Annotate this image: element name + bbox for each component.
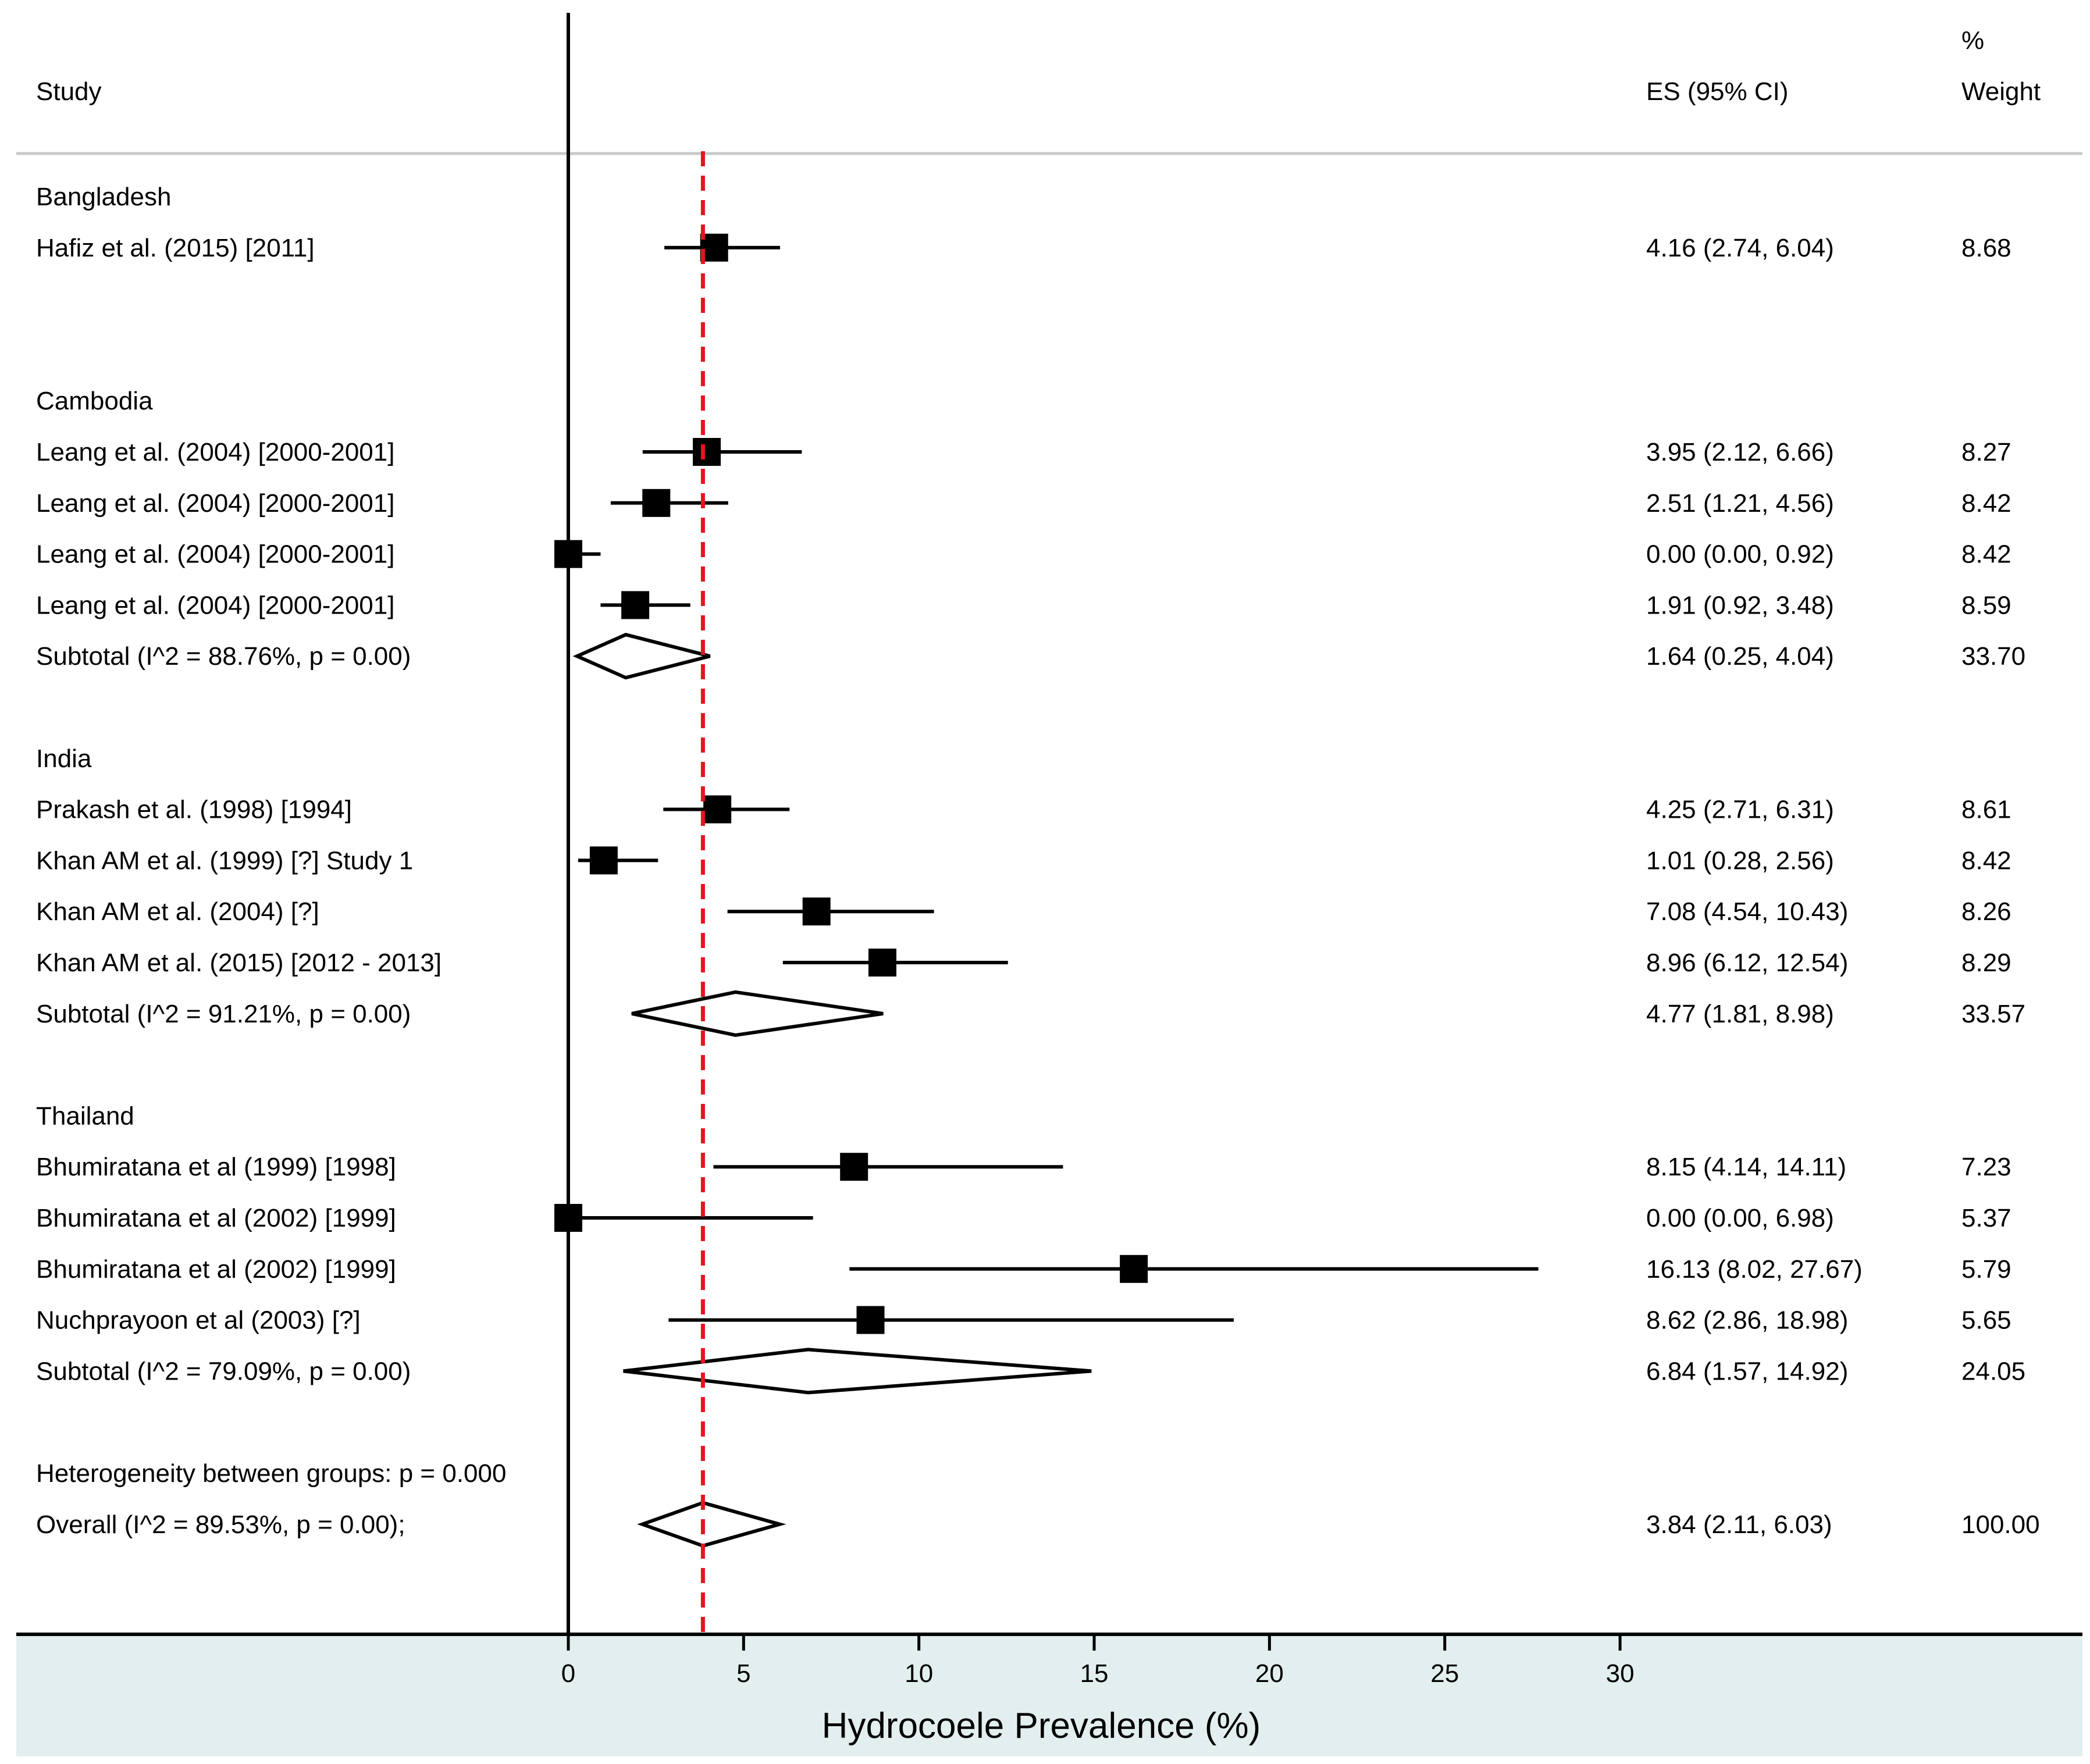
axis-band — [16, 1634, 2082, 1756]
weight-value: 8.42 — [1961, 540, 2011, 569]
x-tick-label: 30 — [1606, 1659, 1635, 1688]
weight-value: 8.61 — [1961, 796, 2011, 824]
weight-value: 5.79 — [1961, 1255, 2011, 1284]
x-tick-label: 15 — [1080, 1659, 1109, 1688]
weight-value: 33.57 — [1961, 1000, 2025, 1028]
header-weight-percent: % — [1961, 26, 1984, 55]
heterogeneity-note: Heterogeneity between groups: p = 0.000 — [36, 1459, 506, 1488]
overall-label: Overall (I^2 = 89.53%, p = 0.00); — [36, 1510, 405, 1539]
weight-value: 8.68 — [1961, 234, 2011, 262]
study-label: Khan AM et al. (2004) [?] — [36, 897, 319, 926]
point-estimate-square — [693, 438, 721, 466]
x-tick-label: 5 — [736, 1659, 750, 1688]
header-es: ES (95% CI) — [1646, 77, 1789, 106]
es-ci-value: 8.15 (4.14, 14.11) — [1646, 1153, 1846, 1181]
study-label: Bhumiratana et al (2002) [1999] — [36, 1204, 396, 1232]
weight-value: 8.29 — [1961, 949, 2011, 977]
es-ci-value: 3.95 (2.12, 6.66) — [1646, 438, 1834, 466]
overall-diamond — [637, 1501, 786, 1548]
study-label: Leang et al. (2004) [2000-2001] — [36, 438, 394, 466]
weight-value: 8.59 — [1961, 591, 2011, 619]
es-ci-value: 4.16 (2.74, 6.04) — [1646, 234, 1834, 262]
study-label: Khan AM et al. (2015) [2012 - 2013] — [36, 949, 442, 977]
es-ci-value: 7.08 (4.54, 10.43) — [1646, 897, 1848, 926]
es-ci-value: 2.51 (1.21, 4.56) — [1646, 489, 1834, 518]
study-label: Prakash et al. (1998) [1994] — [36, 796, 352, 824]
es-ci-value: 0.00 (0.00, 6.98) — [1646, 1204, 1834, 1232]
study-label: Khan AM et al. (1999) [?] Study 1 — [36, 846, 413, 875]
point-estimate-square — [642, 489, 671, 517]
weight-value: 8.27 — [1961, 438, 2011, 466]
point-estimate-square — [840, 1153, 868, 1181]
group-label: Thailand — [36, 1102, 134, 1130]
study-label: Hafiz et al. (2015) [2011] — [36, 234, 315, 262]
study-label: Leang et al. (2004) [2000-2001] — [36, 540, 394, 569]
es-ci-value: 1.91 (0.92, 3.48) — [1646, 591, 1834, 619]
es-ci-value: 0.00 (0.00, 0.92) — [1646, 540, 1834, 569]
subtotal-diamond — [623, 1348, 1092, 1395]
x-tick-label: 20 — [1255, 1659, 1284, 1688]
x-tick-label: 25 — [1430, 1659, 1459, 1688]
study-label: Nuchprayoon et al (2003) [?] — [36, 1306, 361, 1335]
point-estimate-square — [856, 1306, 885, 1334]
group-label: Bangladesh — [36, 183, 171, 211]
point-estimate-square — [802, 897, 831, 926]
header-weight: Weight — [1961, 77, 2041, 106]
group-label: Cambodia — [36, 387, 153, 415]
study-label: Bhumiratana et al (2002) [1999] — [36, 1255, 396, 1284]
point-estimate-square — [868, 949, 897, 977]
group-label: India — [36, 744, 92, 773]
study-label: Leang et al. (2004) [2000-2001] — [36, 489, 394, 518]
study-label: Bhumiratana et al (1999) [1998] — [36, 1153, 396, 1181]
weight-value: 8.26 — [1961, 897, 2011, 926]
es-ci-value: 8.96 (6.12, 12.54) — [1646, 949, 1848, 977]
study-label: Leang et al. (2004) [2000-2001] — [36, 591, 394, 619]
es-ci-value: 4.25 (2.71, 6.31) — [1646, 796, 1834, 824]
x-tick-label: 0 — [561, 1659, 575, 1688]
subtotal-label: Subtotal (I^2 = 79.09%, p = 0.00) — [36, 1357, 411, 1385]
es-ci-value: 16.13 (8.02, 27.67) — [1646, 1255, 1863, 1284]
es-ci-value: 1.64 (0.25, 4.04) — [1646, 642, 1834, 671]
es-ci-value: 3.84 (2.11, 6.03) — [1646, 1510, 1832, 1539]
es-ci-value: 8.62 (2.86, 18.98) — [1646, 1306, 1848, 1335]
x-axis-title: Hydrocoele Prevalence (%) — [822, 1706, 1261, 1746]
es-ci-value: 6.84 (1.57, 14.92) — [1646, 1357, 1848, 1385]
es-ci-value: 1.01 (0.28, 2.56) — [1646, 846, 1834, 875]
subtotal-label: Subtotal (I^2 = 91.21%, p = 0.00) — [36, 1000, 411, 1028]
weight-value: 33.70 — [1961, 642, 2025, 671]
point-estimate-square — [1120, 1255, 1148, 1283]
weight-value: 5.65 — [1961, 1306, 2011, 1335]
weight-value: 24.05 — [1961, 1357, 2025, 1385]
weight-value: 7.23 — [1961, 1153, 2011, 1181]
weight-value: 100.00 — [1961, 1510, 2040, 1539]
point-estimate-square — [589, 846, 618, 875]
subtotal-diamond — [631, 990, 884, 1037]
subtotal-label: Subtotal (I^2 = 88.76%, p = 0.00) — [36, 642, 411, 671]
header-study: Study — [36, 77, 102, 106]
x-tick-label: 10 — [905, 1659, 933, 1688]
es-ci-value: 4.77 (1.81, 8.98) — [1646, 1000, 1834, 1028]
weight-value: 8.42 — [1961, 846, 2011, 875]
weight-value: 5.37 — [1961, 1204, 2011, 1232]
subtotal-diamond — [572, 633, 711, 680]
weight-value: 8.42 — [1961, 489, 2011, 518]
point-estimate-square — [621, 591, 650, 619]
point-estimate-square — [703, 795, 732, 824]
